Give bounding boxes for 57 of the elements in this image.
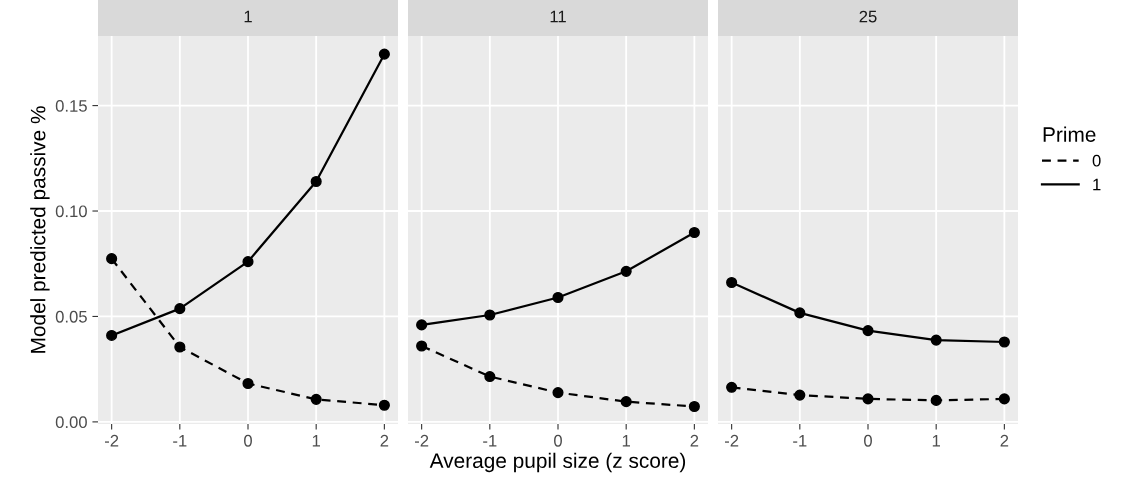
- y-tick-label: 0.05: [55, 310, 87, 323]
- x-tick-label: -2: [104, 434, 119, 447]
- x-tick-label: 2: [1000, 434, 1009, 447]
- point: [998, 393, 1010, 405]
- x-tick-label: 1: [622, 435, 630, 447]
- point: [416, 319, 428, 331]
- point: [794, 389, 806, 401]
- x-tick-label: 1: [312, 435, 320, 447]
- point: [378, 48, 390, 60]
- point: [930, 394, 942, 406]
- point: [794, 307, 806, 319]
- x-tick-label: -1: [793, 435, 807, 447]
- point: [688, 400, 700, 413]
- point: [726, 381, 738, 393]
- y-tick-label: 0.15: [55, 99, 87, 112]
- point: [930, 334, 942, 346]
- point: [310, 393, 322, 405]
- x-tick-label: -2: [724, 434, 739, 447]
- point: [620, 265, 632, 277]
- chart-title: 1: [244, 10, 252, 23]
- point: [174, 341, 186, 353]
- legend-title: Prime: [1043, 126, 1096, 142]
- x-tick-label: -1: [173, 435, 187, 447]
- x-tick-label: 0: [554, 434, 562, 447]
- point: [484, 370, 496, 383]
- legend-label: 0: [1092, 154, 1101, 167]
- point: [174, 303, 186, 315]
- x-tick-label: -2: [414, 434, 429, 447]
- point: [998, 336, 1010, 348]
- x-tick-label: 0: [244, 434, 252, 447]
- point: [378, 399, 390, 411]
- x-tick-label: -1: [483, 435, 497, 447]
- x-tick-label: 0: [864, 434, 872, 447]
- x-tick-label: 2: [690, 434, 699, 447]
- y-axis-title: Model predicted passive %: [30, 106, 50, 353]
- point: [552, 291, 564, 304]
- point: [106, 329, 118, 341]
- point: [862, 325, 874, 337]
- point: [416, 340, 428, 352]
- point: [862, 393, 874, 405]
- point: [726, 276, 738, 289]
- x-tick-label: 2: [380, 434, 389, 447]
- y-tick-label: 0.10: [55, 205, 87, 218]
- point: [484, 309, 496, 321]
- point: [106, 253, 118, 265]
- point: [242, 377, 254, 390]
- x-axis-title: Average pupil size (z score): [429, 452, 686, 473]
- chart-title: 25: [859, 10, 877, 23]
- point: [552, 387, 564, 399]
- point: [242, 256, 254, 268]
- point: [620, 396, 632, 408]
- y-tick-label: 0.00: [55, 416, 87, 429]
- chart-title: 11: [550, 10, 566, 23]
- point: [688, 226, 700, 239]
- x-tick-label: 1: [932, 435, 940, 447]
- point: [310, 175, 322, 188]
- legend-label: 1: [1093, 178, 1101, 191]
